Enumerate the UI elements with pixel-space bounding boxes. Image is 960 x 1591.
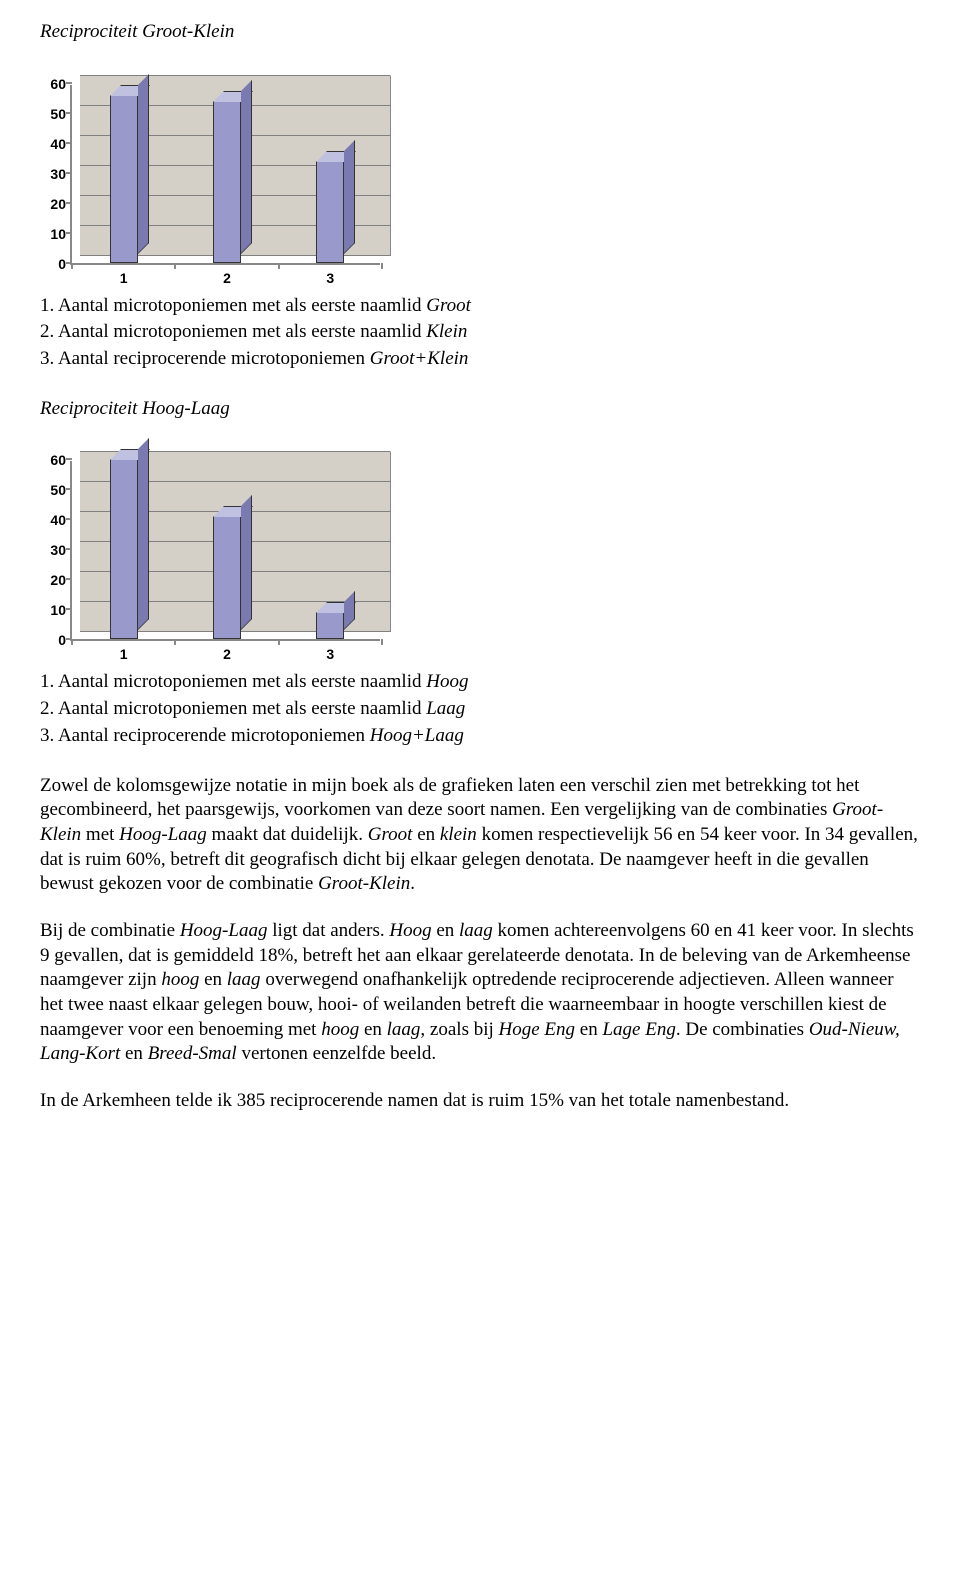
chart-bar <box>213 516 241 639</box>
y-axis-label: 10 <box>50 601 72 619</box>
legend-item: 2. Aantal microtoponiemen met als eerste… <box>40 320 920 345</box>
section2-title: Reciprociteit Hoog-Laag <box>40 397 920 422</box>
x-axis-label: 1 <box>120 263 128 287</box>
x-axis-label: 3 <box>326 263 334 287</box>
y-axis-label: 0 <box>58 631 72 649</box>
section1-title: Reciprociteit Groot-Klein <box>40 20 920 45</box>
legend-groot-klein: 1. Aantal microtoponiemen met als eerste… <box>40 294 920 372</box>
y-axis-label: 60 <box>50 451 72 469</box>
y-axis-label: 40 <box>50 511 72 529</box>
legend-item: 1. Aantal microtoponiemen met als eerste… <box>40 670 920 695</box>
chart-bar <box>316 161 344 263</box>
y-axis-label: 30 <box>50 541 72 559</box>
x-axis-label: 2 <box>223 639 231 663</box>
y-axis-label: 50 <box>50 481 72 499</box>
y-axis-label: 40 <box>50 135 72 153</box>
y-axis-label: 20 <box>50 571 72 589</box>
x-axis-label: 2 <box>223 263 231 287</box>
chart-bar <box>316 612 344 639</box>
body-paragraph-2: Bij de combinatie Hoog-Laag ligt dat and… <box>40 919 920 1067</box>
chart-bar <box>110 459 138 639</box>
body-paragraph-3: In de Arkemheen telde ik 385 reciprocere… <box>40 1089 920 1114</box>
legend-hoog-laag: 1. Aantal microtoponiemen met als eerste… <box>40 670 920 748</box>
legend-item: 2. Aantal microtoponiemen met als eerste… <box>40 697 920 722</box>
body-paragraph-1: Zowel de kolomsgewijze notatie in mijn b… <box>40 774 920 897</box>
x-axis-label: 1 <box>120 639 128 663</box>
x-axis-label: 3 <box>326 639 334 663</box>
legend-item: 1. Aantal microtoponiemen met als eerste… <box>40 294 920 319</box>
legend-item: 3. Aantal reciprocerende microtoponiemen… <box>40 724 920 749</box>
y-axis-label: 50 <box>50 105 72 123</box>
y-axis-label: 30 <box>50 165 72 183</box>
y-axis-label: 0 <box>58 255 72 273</box>
legend-item: 3. Aantal reciprocerende microtoponiemen… <box>40 347 920 372</box>
y-axis-label: 60 <box>50 75 72 93</box>
chart-hoog-laag: 0102030405060123 <box>40 451 920 645</box>
chart-groot-klein: 0102030405060123 <box>40 75 920 269</box>
chart-bar <box>213 101 241 263</box>
y-axis-label: 10 <box>50 225 72 243</box>
y-axis-label: 20 <box>50 195 72 213</box>
chart-bar <box>110 95 138 263</box>
